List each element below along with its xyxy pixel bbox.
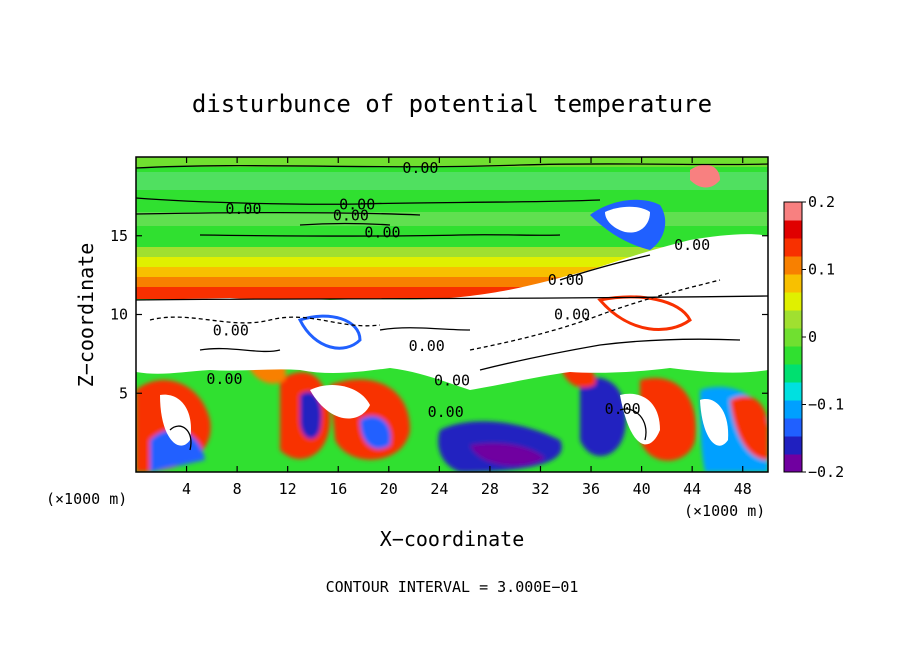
cool-patch xyxy=(470,443,545,466)
contour-line xyxy=(479,338,741,371)
x-tick-label: 32 xyxy=(531,480,549,498)
contour-label: 0.00 xyxy=(605,400,641,418)
colorbar-tick-label: −0.1 xyxy=(808,396,844,414)
colorbar-segment xyxy=(784,310,802,329)
colorbar-segment xyxy=(784,238,802,257)
colorbar-tick-label: 0 xyxy=(808,328,817,346)
x-tick-label: 4 xyxy=(182,480,191,498)
turbulent-cloud-region xyxy=(160,394,191,446)
x-tick-label: 8 xyxy=(233,480,242,498)
colorbar-segment xyxy=(784,454,802,473)
colorbar-segment xyxy=(784,364,802,383)
x-tick-label: 48 xyxy=(734,480,752,498)
contour-line xyxy=(469,279,721,351)
contour-line xyxy=(379,327,471,331)
colorbar-segment xyxy=(784,220,802,239)
contour-line xyxy=(136,197,601,205)
contour-interval-note: CONTOUR INTERVAL = 3.000E−01 xyxy=(326,578,579,596)
x-unit-left: (×1000 m) xyxy=(46,490,127,508)
upper-band-2 xyxy=(136,172,768,190)
upper-band-1 xyxy=(136,157,768,167)
contour-label: 0.00 xyxy=(364,224,400,242)
cool-patch xyxy=(580,377,626,457)
chart-title: disturbunce of potential temperature xyxy=(192,90,712,118)
upper-band-7 xyxy=(136,277,768,287)
colorbar-segment xyxy=(784,274,802,293)
contour-label: 0.00 xyxy=(554,306,590,324)
x-tick-label: 16 xyxy=(329,480,347,498)
cool-patch xyxy=(300,391,322,439)
x-tick-label: 20 xyxy=(380,480,398,498)
contour-line xyxy=(136,211,421,216)
colorbar-segment xyxy=(784,202,802,221)
contour-label: 0.00 xyxy=(548,271,584,289)
contour-line xyxy=(619,408,647,441)
y-axis-label: Z−coordinate xyxy=(74,243,98,388)
x-axis-label: X−coordinate xyxy=(380,527,525,551)
contour-line xyxy=(149,316,381,327)
contour-line xyxy=(136,295,768,301)
contour-line xyxy=(169,425,192,451)
contour-line xyxy=(199,234,561,237)
x-tick-label: 28 xyxy=(481,480,499,498)
colorbar-segment xyxy=(784,256,802,275)
contour-line xyxy=(199,347,281,353)
contour-label: 0.00 xyxy=(225,200,261,218)
turbulent-cloud-region xyxy=(310,385,370,419)
contour-line xyxy=(299,222,391,226)
colorbar-segment xyxy=(784,328,802,347)
contour-label: 0.00 xyxy=(206,370,242,388)
y-tick-label: 10 xyxy=(110,306,128,324)
upper-band-4 xyxy=(136,247,768,257)
turbulent-cloud-region xyxy=(136,234,768,390)
turbulent-cloud-region xyxy=(620,393,660,445)
x-tick-label: 40 xyxy=(633,480,651,498)
contour-label: 0.00 xyxy=(339,195,375,213)
colorbar-segment xyxy=(784,400,802,419)
plot-area: 0.000.00 0.000.000.000.000.000.000.000.00… xyxy=(136,157,768,472)
contour-label: 0.00 xyxy=(213,321,249,339)
contour-label: 0.00 xyxy=(402,159,438,177)
contour-label: 0.00 xyxy=(434,372,470,390)
colorbar-segment xyxy=(784,382,802,401)
contour-label: 0.00 xyxy=(333,206,369,224)
colorbar-segment xyxy=(784,418,802,437)
y-tick-label: 15 xyxy=(110,227,128,245)
x-tick-label: 12 xyxy=(279,480,297,498)
x-tick-label: 24 xyxy=(430,480,448,498)
cool-patch xyxy=(360,416,391,449)
x-tick-label: 36 xyxy=(582,480,600,498)
x-tick-label: 44 xyxy=(683,480,701,498)
colorbar-tick-label: 0.2 xyxy=(808,193,835,211)
upper-band-6 xyxy=(136,267,768,277)
colorbar-tick-label: 0.1 xyxy=(808,261,835,279)
y-axis: 5 10 15 xyxy=(110,227,768,402)
contour-label: 0.00 xyxy=(674,236,710,254)
colorbar-segment xyxy=(784,292,802,311)
x-unit-right: (×1000 m) xyxy=(684,502,765,520)
contour-line xyxy=(136,163,768,169)
colorbar-segment xyxy=(784,346,802,365)
contour-line xyxy=(559,254,651,281)
contour-lines xyxy=(136,163,768,451)
x-axis: 4 8 12 16 20 24 28 32 36 40 44 48 xyxy=(182,157,752,498)
warm-patch xyxy=(730,396,768,460)
turbulent-cloud-region xyxy=(690,164,720,188)
turbulent-cloud-region xyxy=(605,206,650,233)
turbulent-cloud-region xyxy=(700,399,729,446)
colorbar-tick-label: −0.2 xyxy=(808,463,844,481)
contour-label: 0.00 xyxy=(409,337,445,355)
contour-label: 0.00 xyxy=(428,403,464,421)
contour-labels: 0.000.00 0.000.000.000.000.000.000.000.00… xyxy=(206,159,710,421)
colorbar: 0.2 0.1 0 −0.1 −0.2 xyxy=(783,193,844,481)
y-tick-label: 5 xyxy=(119,384,128,402)
upper-band-5 xyxy=(136,257,768,267)
colorbar-segment xyxy=(784,436,802,455)
